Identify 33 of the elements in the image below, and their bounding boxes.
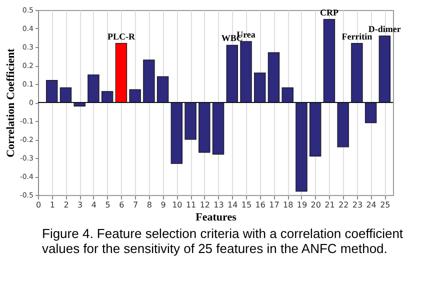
x-tick-label: 7 bbox=[133, 200, 138, 210]
x-tick-label: 23 bbox=[352, 200, 363, 210]
x-tick-label: 3 bbox=[78, 200, 83, 210]
x-tick-label: 25 bbox=[380, 200, 390, 210]
x-tick-label: 12 bbox=[200, 200, 210, 210]
x-tick-label: 11 bbox=[186, 200, 196, 210]
x-tick-label: 2 bbox=[64, 200, 69, 210]
annotation: CRP bbox=[320, 7, 339, 18]
x-tick-label: 24 bbox=[366, 200, 376, 210]
x-tick-label: 18 bbox=[283, 200, 294, 210]
x-tick-label: 16 bbox=[255, 200, 266, 210]
y-axis-title: Correlation Coefficient bbox=[4, 48, 17, 158]
x-tick-label: 13 bbox=[214, 200, 224, 210]
caption: Figure 4. Feature selection criteria with a correlation coefficient values for the sensitivity of 25 features in the ANFC method. bbox=[42, 226, 404, 256]
x-tick-label: 10 bbox=[172, 200, 182, 210]
x-tick-label: 17 bbox=[269, 200, 280, 210]
x-tick-label: 22 bbox=[338, 200, 349, 210]
x-tick-label: 8 bbox=[146, 200, 152, 210]
x-tick-label: 14 bbox=[228, 200, 238, 210]
x-tick-label: 6 bbox=[119, 200, 124, 210]
x-tick-label: 21 bbox=[324, 200, 335, 210]
annotation: D-dimer bbox=[368, 24, 401, 34]
x-tick-label: 1 bbox=[50, 200, 55, 210]
x-tick-label: 20 bbox=[310, 200, 321, 210]
x-tick-label: 15 bbox=[241, 200, 252, 210]
annotation: Ferritin bbox=[342, 31, 372, 42]
x-tick-label: 4 bbox=[91, 200, 97, 210]
x-tick-label: 19 bbox=[296, 200, 308, 210]
x-axis-title: Features bbox=[196, 212, 238, 224]
x-tick-label: 0 bbox=[36, 200, 42, 210]
annotation: PLC-R bbox=[107, 31, 136, 42]
x-tick-label: 9 bbox=[160, 200, 166, 210]
x-tick-label: 5 bbox=[105, 200, 110, 210]
